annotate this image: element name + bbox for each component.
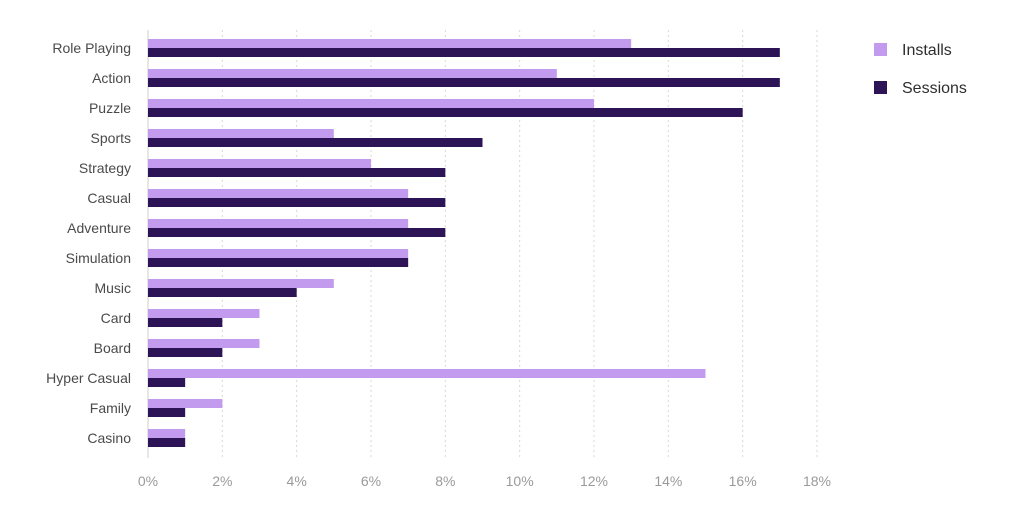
category-label-adventure: Adventure: [67, 220, 131, 236]
bar-sessions-adventure: [148, 228, 446, 237]
bar-sessions-board: [148, 348, 223, 357]
bar-installs-simulation: [148, 249, 409, 258]
x-tick-label: 16%: [729, 473, 757, 489]
x-tick-label: 12%: [580, 473, 608, 489]
x-tick-label: 0%: [138, 473, 158, 489]
bar-installs-music: [148, 279, 334, 288]
bar-installs-action: [148, 69, 557, 78]
category-label-role-playing: Role Playing: [52, 40, 131, 56]
bar-sessions-role-playing: [148, 48, 780, 57]
bar-sessions-hyper-casual: [148, 378, 186, 387]
category-label-puzzle: Puzzle: [89, 100, 131, 116]
bar-installs-board: [148, 339, 260, 348]
bar-installs-puzzle: [148, 99, 594, 108]
category-label-simulation: Simulation: [66, 250, 131, 266]
bar-installs-hyper-casual: [148, 369, 706, 378]
legend-swatch-sessions: [874, 81, 887, 94]
category-label-strategy: Strategy: [79, 160, 131, 176]
x-tick-label: 8%: [435, 473, 455, 489]
legend: Installs Sessions: [874, 42, 967, 97]
category-label-board: Board: [94, 340, 131, 356]
x-tick-label: 2%: [212, 473, 232, 489]
bar-sessions-family: [148, 408, 186, 417]
bar-installs-adventure: [148, 219, 409, 228]
x-tick-label: 18%: [803, 473, 831, 489]
category-labels: Role Playing Action Puzzle Sports Strategy Ca…: [46, 40, 131, 446]
legend-swatch-installs: [874, 43, 887, 56]
legend-label-installs: Installs: [902, 42, 952, 59]
category-label-music: Music: [94, 280, 131, 296]
category-label-family: Family: [90, 400, 131, 416]
category-label-hyper-casual: Hyper Casual: [46, 370, 131, 386]
category-label-casino: Casino: [87, 430, 131, 446]
category-label-sports: Sports: [91, 130, 131, 146]
category-label-card: Card: [101, 310, 131, 326]
bar-installs-casino: [148, 429, 186, 438]
bar-installs-strategy: [148, 159, 371, 168]
bar-installs-casual: [148, 189, 409, 198]
bar-sessions-sports: [148, 138, 483, 147]
bar-sessions-casual: [148, 198, 446, 207]
x-tick-label: 4%: [287, 473, 307, 489]
bar-installs-sports: [148, 129, 334, 138]
x-tick-label: 14%: [654, 473, 682, 489]
x-tick-label: 10%: [506, 473, 534, 489]
bar-sessions-strategy: [148, 168, 446, 177]
bar-installs-family: [148, 399, 223, 408]
bar-sessions-casino: [148, 438, 186, 447]
legend-label-sessions: Sessions: [902, 80, 967, 97]
bar-sessions-card: [148, 318, 223, 327]
bar-installs-card: [148, 309, 260, 318]
bars: [148, 39, 780, 447]
x-tick-label: 6%: [361, 473, 381, 489]
bar-sessions-action: [148, 78, 780, 87]
category-label-casual: Casual: [87, 190, 131, 206]
category-label-action: Action: [92, 70, 131, 86]
bar-sessions-puzzle: [148, 108, 743, 117]
bar-sessions-simulation: [148, 258, 409, 267]
bar-installs-role-playing: [148, 39, 632, 48]
x-tick-labels: 0% 2% 4% 6% 8% 10% 12% 14% 16% 18%: [138, 473, 831, 489]
bar-sessions-music: [148, 288, 297, 297]
grid: [147, 30, 818, 458]
